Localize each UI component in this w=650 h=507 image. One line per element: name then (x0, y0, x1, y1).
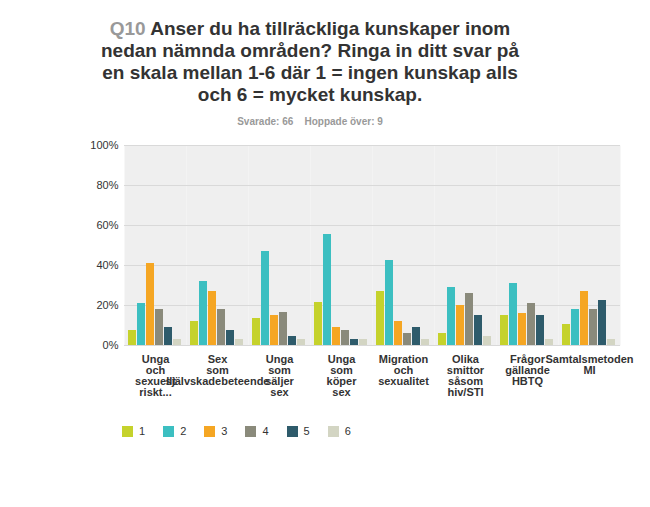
html-text:och: och (145, 364, 166, 377)
html-text:sexuellt: sexuellt (135, 375, 176, 388)
svg-text:Olikasmittorsåsomhiv/STI: Olikasmittorsåsomhiv/STI (447, 353, 485, 398)
html-text:6: 6 (344, 425, 351, 437)
html-text:5: 5 (303, 425, 310, 437)
svg-text:60%: 60% (96, 219, 118, 231)
svg-text:0%: 0% (103, 339, 119, 351)
html-text:3: 3 (221, 425, 228, 437)
html-text:4: 4 (262, 425, 269, 437)
svg-text:Ungasomköpersex: Ungasomköpersex (327, 353, 358, 398)
html-text:2: 2 (180, 425, 187, 437)
svg-text:SamtalsmetodenMI: SamtalsmetodenMI (545, 353, 633, 376)
svg-text:40%: 40% (96, 259, 118, 271)
html-text:Unga: Unga (141, 353, 170, 366)
svg-text:20%: 20% (96, 299, 118, 311)
svg-text:Migrationochsexualitet: Migrationochsexualitet (378, 353, 429, 387)
html-text:riskt...: riskt... (139, 386, 172, 399)
html-text:Q10 Anser du ha tillräckliga k: Q10 Anser du ha tillräckliga kunskaper i… (101, 18, 519, 105)
svg-text:FrågorgällandeHBTQ: FrågorgällandeHBTQ (505, 353, 550, 387)
svg-text:Sexsomsjälvskadebeteende: Sexsomsjälvskadebeteende (166, 353, 270, 387)
svg-text:100%: 100% (90, 139, 118, 151)
html-text:1: 1 (139, 425, 146, 437)
svg-text:Ungasomsäljersex: Ungasomsäljersex (265, 353, 294, 398)
svg-text:80%: 80% (96, 179, 118, 191)
html-text:Svarade: 66 Hoppade över: 9: Svarade: 66 Hoppade över: 9 (237, 116, 383, 127)
